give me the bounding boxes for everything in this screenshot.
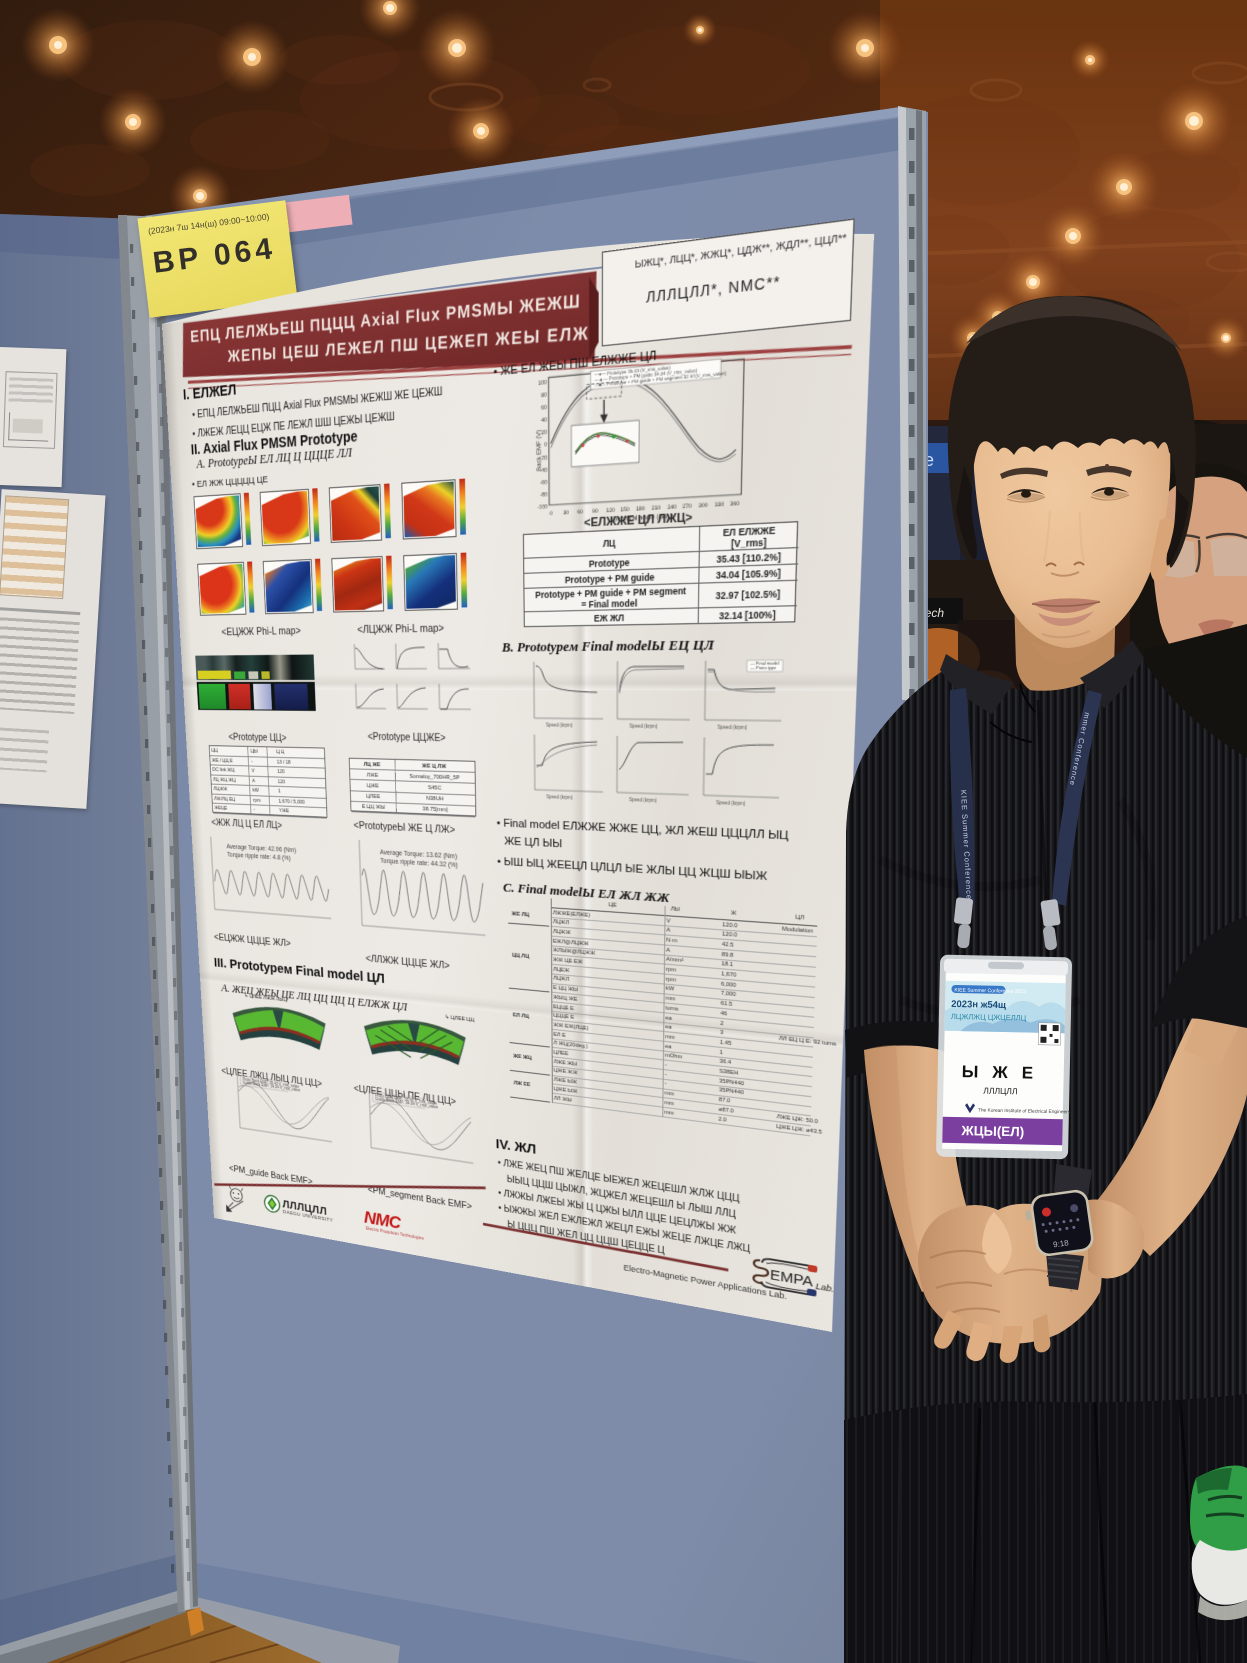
svg-text:20: 20	[541, 429, 547, 437]
svg-text:240: 240	[667, 504, 677, 512]
svg-text:270: 270	[682, 503, 692, 511]
svg-text:— Final model: — Final model	[750, 662, 779, 667]
svg-text:ЖЦЫ(ЕЛ): ЖЦЫ(ЕЛ)	[960, 1123, 1024, 1139]
svg-text:EMPA: EMPA	[770, 1266, 814, 1290]
svg-text:60: 60	[577, 509, 583, 516]
svg-text:-60: -60	[540, 479, 548, 487]
svg-text:ЫЖЕ: ЫЖЕ	[962, 1062, 1048, 1083]
svg-text:Average Torque: 13.62 (Nm): Average Torque: 13.62 (Nm)	[380, 849, 457, 860]
svg-text:80: 80	[541, 392, 547, 400]
svg-text:2023н ж54щ: 2023н ж54щ	[951, 999, 1006, 1011]
svg-text:210: 210	[652, 504, 661, 512]
svg-text:KIEE Summer Conference 2023: KIEE Summer Conference 2023	[954, 987, 1026, 994]
svg-text:9:18: 9:18	[1052, 1238, 1069, 1249]
svg-text:— Proto type: — Proto type	[750, 666, 776, 671]
svg-text:ЛЛЛЦЛЛ: ЛЛЛЦЛЛ	[983, 1086, 1017, 1097]
svg-text:-80: -80	[540, 491, 548, 498]
svg-text:Average Torque: 42.96 (Nm): Average Torque: 42.96 (Nm)	[226, 844, 296, 855]
svg-text:Back EMF (V): Back EMF (V)	[536, 430, 543, 472]
svg-text:The Korean Institute of Electr: The Korean Institute of Electrical Engin…	[978, 1107, 1071, 1115]
svg-text:Torque ripple rate: 44.32 (%): Torque ripple rate: 44.32 (%)	[380, 858, 458, 870]
svg-text:100: 100	[538, 379, 547, 387]
svg-text:120: 120	[606, 507, 615, 515]
svg-text:0: 0	[544, 441, 547, 448]
svg-text:330: 330	[715, 501, 725, 509]
svg-text:-40: -40	[540, 467, 548, 475]
svg-text:ЛЦЖЛЖЦ ЦЖЦЕЛЛЦ: ЛЦЖЛЖЦ ЦЖЦЕЛЛЦ	[951, 1012, 1027, 1023]
svg-text:-20: -20	[540, 455, 548, 463]
svg-text:180: 180	[636, 505, 645, 513]
svg-text:300: 300	[698, 502, 708, 510]
svg-text:60: 60	[541, 404, 547, 412]
svg-text:-100: -100	[537, 503, 548, 511]
svg-text:Electrical angle (deg.): Electrical angle (deg.)	[612, 513, 674, 523]
svg-text:90: 90	[592, 508, 598, 515]
svg-text:0: 0	[550, 510, 553, 517]
svg-text:150: 150	[620, 506, 629, 514]
svg-text:Lab.: Lab.	[815, 1281, 834, 1294]
svg-text:30: 30	[563, 509, 569, 516]
svg-text:360: 360	[730, 500, 740, 508]
svg-text:Torque ripple rate: 4.8 (%): Torque ripple rate: 4.8 (%)	[227, 852, 291, 862]
svg-text:40: 40	[541, 416, 547, 424]
